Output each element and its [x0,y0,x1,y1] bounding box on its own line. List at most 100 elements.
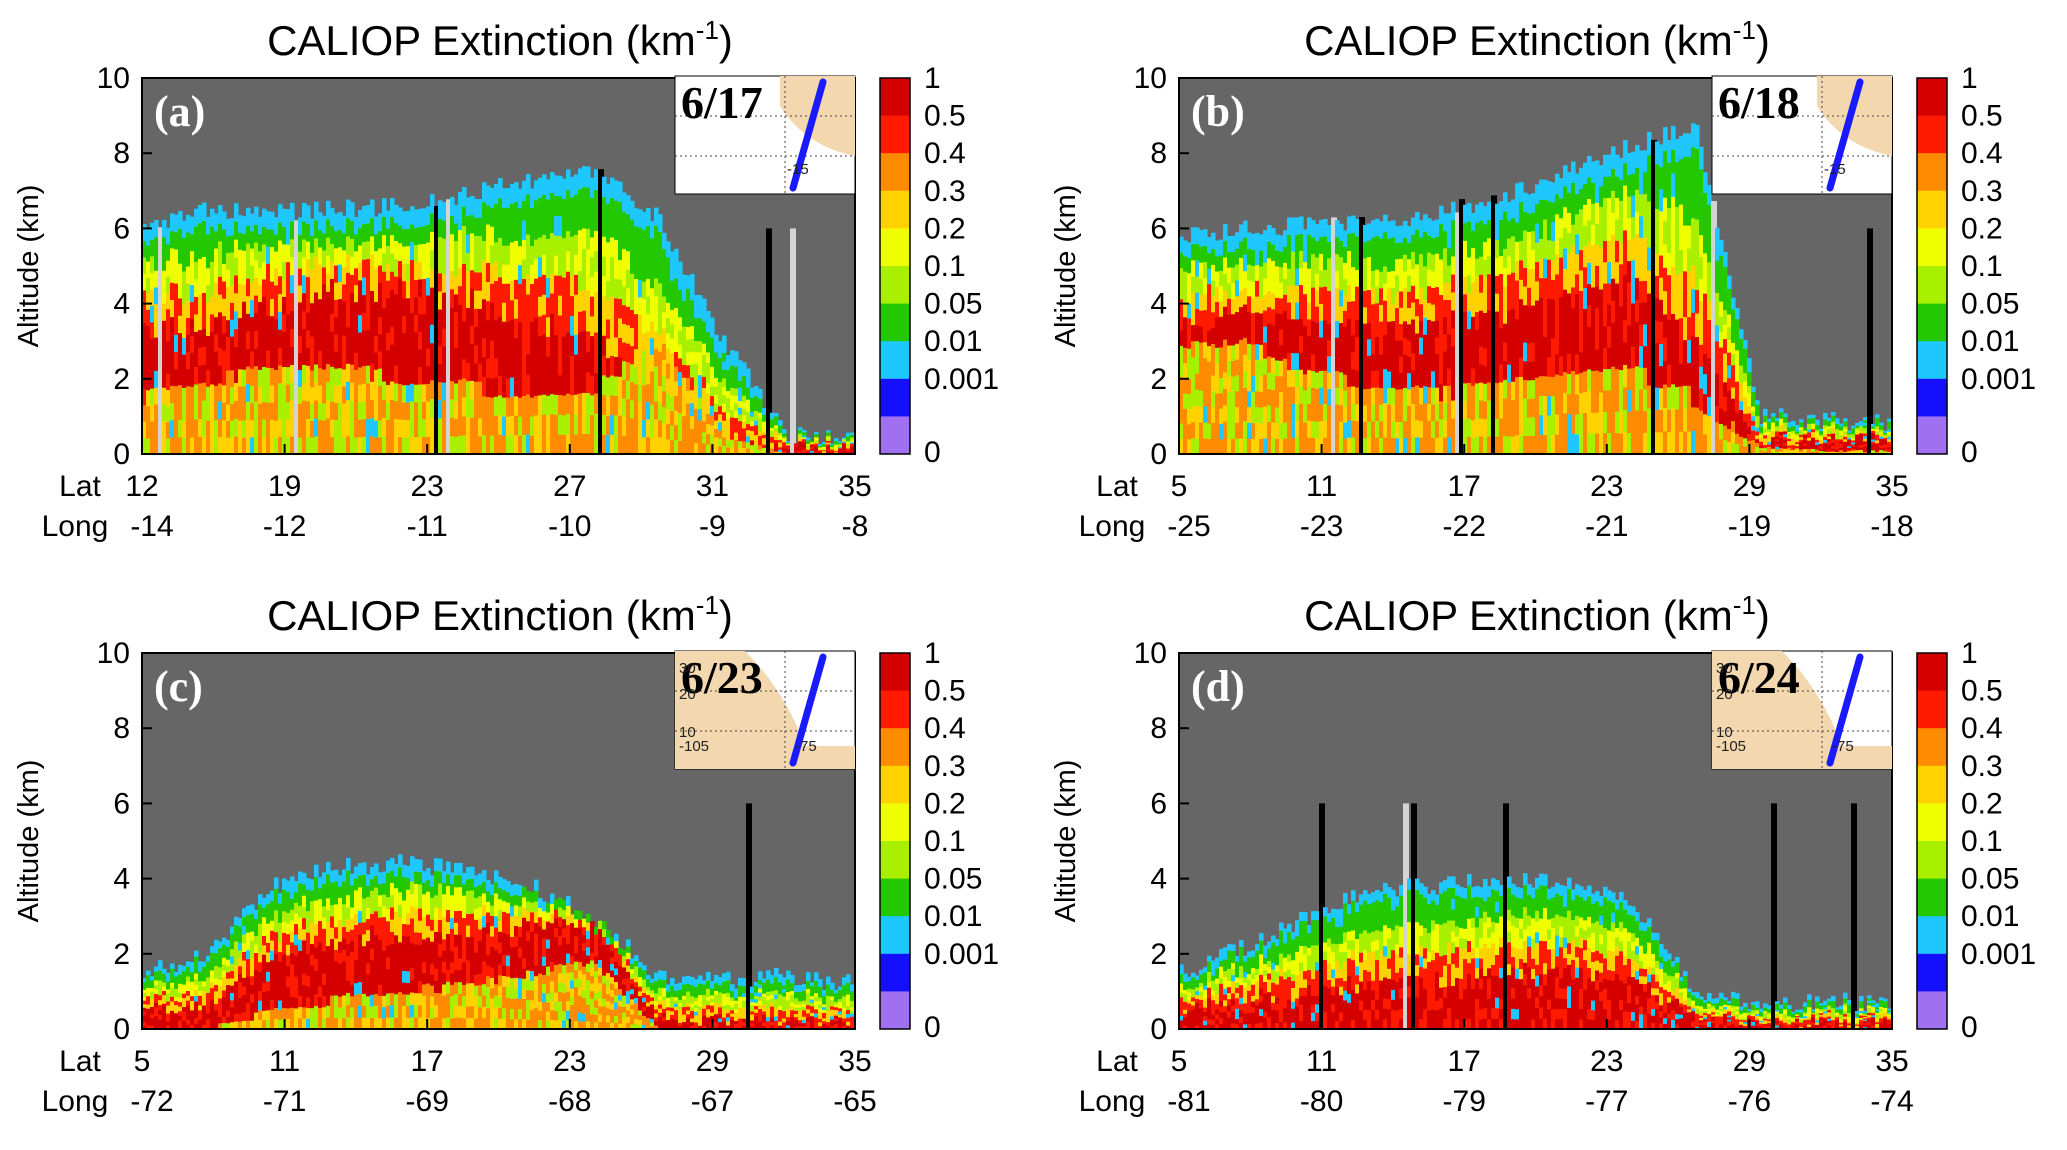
y-tick-label: 10 [1134,637,1167,670]
lat-tick-label: 5 [1171,1045,1188,1078]
long-tick-label: -65 [833,1085,876,1118]
lat-tick-label: 11 [1306,1045,1337,1078]
long-tick-label: -18 [1870,510,1913,543]
colorbar-tick-label: 0.01 [1961,900,2019,933]
colorbar-tick-label: 0.5 [924,675,966,708]
colorbar-tick-label: 0.1 [1961,825,2003,858]
colorbar-tick-label: 0.3 [1961,750,2003,783]
lat-tick-label: 23 [1590,1045,1623,1078]
colorbar-tick-label: 0.001 [924,938,999,971]
colorbar-tick-label: 0.1 [1961,250,2003,283]
map-coordinate: 30 [679,660,696,677]
map-coordinate: -75 [795,738,817,755]
colorbar-segment [1917,153,1947,191]
colorbar-tick-label: 0.001 [1961,363,2036,396]
colorbar-segment [880,841,910,879]
map-coordinate: -15 [787,161,809,178]
colorbar-tick-label: 0.01 [924,900,982,933]
colorbar-tick-label: 0.001 [1961,938,2036,971]
lat-tick-label: 31 [696,470,729,503]
y-tick-label: 8 [1150,137,1167,170]
long-tick-label: -9 [699,510,726,543]
colorbar-segment [880,116,910,154]
chart-title: CALIOP Extinction (km-1) [267,590,733,639]
y-tick-label: 2 [1150,363,1167,396]
lat-tick-label: 35 [838,1045,871,1078]
lat-tick-label: 23 [553,1045,586,1078]
long-tick-label: -76 [1728,1085,1771,1118]
y-tick-label: 4 [113,288,130,321]
colorbar-tick-label: 0.3 [924,175,966,208]
y-axis-label: Altitude (km) [13,760,45,923]
colorbar-tick-label: 0.2 [924,212,966,245]
y-tick-label: 6 [1150,787,1167,820]
colorbar-segment [880,954,910,992]
long-tick-label: -25 [1167,510,1210,543]
colorbar-tick-label: 0.001 [924,363,999,396]
long-tick-label: -74 [1870,1085,1913,1118]
colorbar-tick-label: 0.4 [924,137,966,170]
y-tick-label: 6 [113,787,130,820]
colorbar-tick-label: 0.5 [1961,100,2003,133]
date-label: 6/18 [1718,77,1800,128]
y-tick-label: 10 [1134,62,1167,95]
y-tick-label: 10 [97,62,130,95]
y-tick-label: 0 [113,1013,130,1046]
long-tick-label: -12 [263,510,306,543]
lat-label: Lat [59,470,101,503]
y-tick-label: 0 [113,438,130,471]
colorbar-tick-label: 0.5 [924,100,966,133]
long-tick-label: -19 [1728,510,1771,543]
long-tick-label: -80 [1300,1085,1343,1118]
y-axis-label: Altitude (km) [1050,185,1082,348]
colorbar-tick-label: 0 [1961,1011,1978,1044]
map-coordinate: 20 [679,686,696,703]
map-coordinate: -105 [1716,738,1746,755]
lat-tick-label: 29 [1733,1045,1766,1078]
long-tick-label: -67 [691,1085,734,1118]
colorbar-tick-label: 1 [1961,62,1978,95]
chart-title: CALIOP Extinction (km-1) [267,15,733,64]
lat-label: Lat [1096,470,1138,503]
y-tick-label: 0 [1150,1013,1167,1046]
colorbar-segment [1917,416,1947,454]
colorbar-segment [1917,653,1947,691]
long-tick-label: -79 [1443,1085,1486,1118]
colorbar-segment [880,379,910,417]
colorbar-tick-label: 1 [924,62,941,95]
y-tick-label: 4 [1150,288,1167,321]
lat-tick-label: 23 [411,470,444,503]
colorbar-segment [880,228,910,266]
colorbar-segment [1917,879,1947,917]
colorbar-segment [880,653,910,691]
colorbar-tick-label: 0 [924,1011,941,1044]
lat-tick-label: 23 [1590,470,1623,503]
lat-label: Lat [1096,1045,1138,1078]
long-tick-label: -21 [1585,510,1628,543]
colorbar-segment [880,691,910,729]
colorbar-tick-label: 0.1 [924,250,966,283]
colorbar-segment [1917,991,1947,1029]
colorbar-tick-label: 1 [924,637,941,670]
panel-label: (c) [154,662,203,711]
panel-label: (b) [1191,87,1245,136]
chart-title: CALIOP Extinction (km-1) [1304,590,1770,639]
colorbar-segment [1917,304,1947,342]
y-tick-label: 8 [113,712,130,745]
y-tick-label: 2 [113,363,130,396]
colorbar-segment [880,879,910,917]
y-tick-label: 2 [113,938,130,971]
long-tick-label: -11 [407,510,448,543]
colorbar-tick-label: 0.05 [1961,288,2019,321]
lat-tick-label: 17 [411,1045,444,1078]
lat-tick-label: 27 [553,470,586,503]
colorbar-segment [1917,78,1947,116]
colorbar-tick-label: 0.01 [1961,325,2019,358]
colorbar-segment [1917,191,1947,229]
y-tick-label: 4 [1150,863,1167,896]
long-tick-label: -71 [263,1085,306,1118]
panel-label: (a) [154,87,205,136]
colorbar-tick-label: 0.4 [1961,712,2003,745]
colorbar-segment [1917,228,1947,266]
